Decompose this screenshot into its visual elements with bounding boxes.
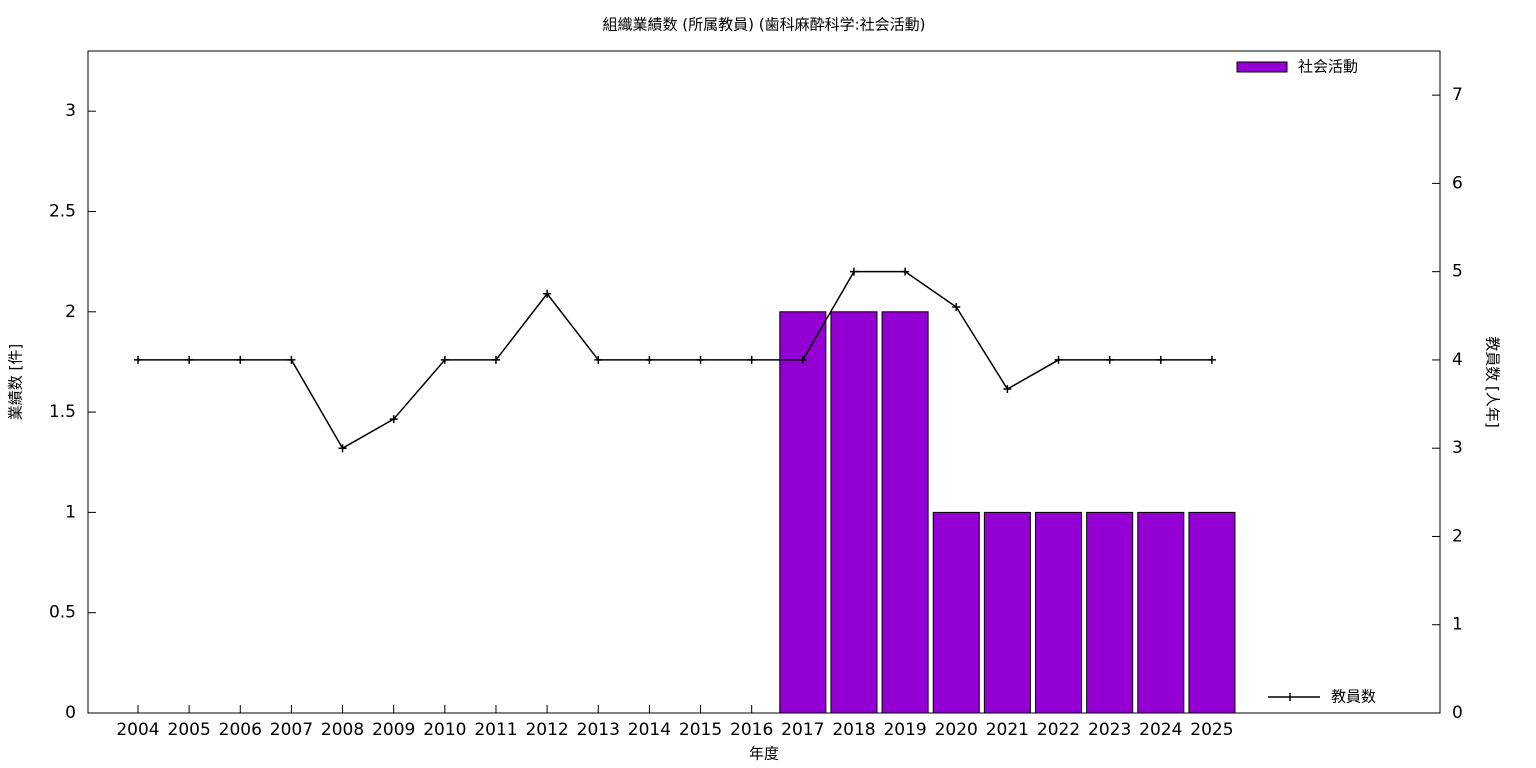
point — [747, 355, 756, 364]
bar — [983, 511, 1031, 714]
point — [798, 355, 807, 364]
legend-label: 教員数 — [1331, 688, 1376, 706]
point — [440, 355, 449, 364]
point — [338, 444, 347, 453]
y2-tick-label: 6 — [1452, 173, 1463, 193]
x-tick-label: 2021 — [986, 720, 1029, 740]
point — [236, 355, 245, 364]
x-tick-label: 2016 — [730, 720, 773, 740]
point — [134, 355, 142, 364]
bar — [1035, 511, 1083, 714]
bar — [1137, 511, 1185, 714]
point — [1105, 355, 1114, 364]
legend-swatch — [1236, 61, 1288, 73]
x-tick-label: 2025 — [1190, 720, 1233, 740]
bar — [881, 311, 929, 714]
point — [185, 355, 194, 364]
x-tick-label: 2015 — [679, 720, 722, 740]
point — [645, 355, 654, 364]
y-tick-label: 3 — [65, 101, 76, 121]
x-tick-label: 2020 — [935, 720, 978, 740]
point — [491, 355, 500, 364]
bar — [1086, 511, 1134, 714]
point — [594, 355, 603, 364]
x-tick-label: 2012 — [525, 720, 568, 740]
y2-tick-label: 3 — [1452, 438, 1463, 458]
y2-tick-label: 2 — [1452, 526, 1463, 546]
y2-tick-label: 5 — [1452, 262, 1463, 282]
x-tick-label: 2018 — [832, 720, 875, 740]
y-tick-label: 2 — [65, 302, 76, 322]
point — [287, 355, 296, 364]
point — [1003, 385, 1012, 394]
y2-tick-label: 4 — [1452, 350, 1463, 370]
plot-frame — [87, 50, 1441, 714]
point — [543, 289, 552, 298]
y2-tick-label: 0 — [1452, 703, 1463, 723]
point — [696, 355, 705, 364]
y-tick-label: 2.5 — [49, 201, 76, 221]
x-tick-label: 2022 — [1037, 720, 1080, 740]
point — [1207, 355, 1216, 364]
point — [1054, 355, 1063, 364]
y-axis-label: 業績数 [件] — [7, 344, 25, 420]
point — [849, 267, 858, 276]
bar — [1188, 511, 1236, 714]
line — [138, 270, 1212, 450]
x-tick-label: 2014 — [628, 720, 671, 740]
bar — [779, 311, 827, 714]
point — [389, 415, 398, 424]
y2-tick-label: 1 — [1452, 615, 1463, 635]
x-tick-label: 2019 — [883, 720, 926, 740]
y-tick-label: 1 — [65, 502, 76, 522]
y-tick-label: 0 — [65, 703, 76, 723]
x-tick-label: 2024 — [1139, 720, 1182, 740]
x-tick-label: 2023 — [1088, 720, 1131, 740]
point — [901, 267, 910, 276]
x-tick-label: 2013 — [577, 720, 620, 740]
bar — [932, 511, 980, 714]
y2-axis-label: 教員数 [人年] — [1484, 336, 1502, 427]
point — [952, 302, 961, 311]
x-tick-label: 2017 — [781, 720, 824, 740]
x-tick-label: 2008 — [321, 720, 364, 740]
chart-title: 組織業績数 (所属教員) (歯科麻酔科学:社会活動) — [602, 16, 925, 34]
x-tick-label: 2005 — [168, 720, 211, 740]
point — [1156, 355, 1165, 364]
legend-label: 社会活動 — [1298, 58, 1358, 76]
y2-tick-label: 7 — [1452, 85, 1463, 105]
x-tick-label: 2004 — [116, 720, 159, 740]
x-tick-label: 2009 — [372, 720, 415, 740]
x-tick-label: 2010 — [423, 720, 466, 740]
x-tick-label: 2006 — [219, 720, 262, 740]
x-tick-label: 2007 — [270, 720, 313, 740]
x-axis-label: 年度 — [749, 745, 779, 763]
x-tick-label: 2011 — [474, 720, 517, 740]
y-tick-label: 1.5 — [49, 402, 76, 422]
y-tick-label: 0.5 — [49, 603, 76, 623]
bar — [830, 311, 878, 714]
